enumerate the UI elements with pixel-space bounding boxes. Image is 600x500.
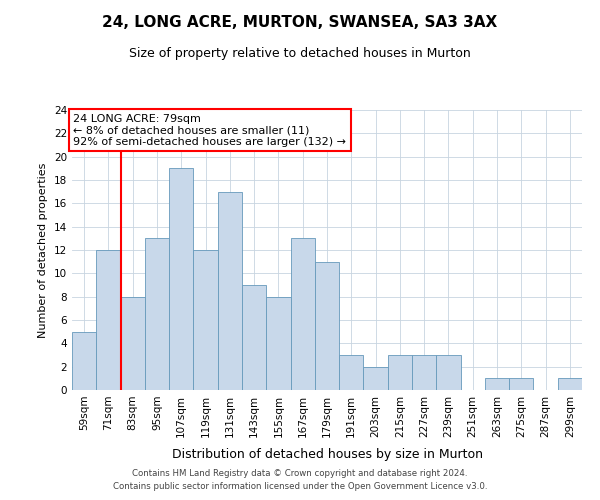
Bar: [266, 296, 290, 390]
Text: Contains public sector information licensed under the Open Government Licence v3: Contains public sector information licen…: [113, 482, 487, 491]
Bar: [364, 366, 388, 390]
Text: 24, LONG ACRE, MURTON, SWANSEA, SA3 3AX: 24, LONG ACRE, MURTON, SWANSEA, SA3 3AX: [103, 15, 497, 30]
Bar: [290, 238, 315, 390]
Bar: [169, 168, 193, 390]
Text: Contains HM Land Registry data © Crown copyright and database right 2024.: Contains HM Land Registry data © Crown c…: [132, 468, 468, 477]
Bar: [72, 332, 96, 390]
Bar: [339, 355, 364, 390]
Bar: [193, 250, 218, 390]
X-axis label: Distribution of detached houses by size in Murton: Distribution of detached houses by size …: [172, 448, 482, 461]
Y-axis label: Number of detached properties: Number of detached properties: [38, 162, 49, 338]
Bar: [436, 355, 461, 390]
Bar: [145, 238, 169, 390]
Bar: [509, 378, 533, 390]
Bar: [218, 192, 242, 390]
Bar: [388, 355, 412, 390]
Bar: [315, 262, 339, 390]
Bar: [96, 250, 121, 390]
Bar: [412, 355, 436, 390]
Bar: [558, 378, 582, 390]
Text: Size of property relative to detached houses in Murton: Size of property relative to detached ho…: [129, 48, 471, 60]
Bar: [485, 378, 509, 390]
Bar: [121, 296, 145, 390]
Bar: [242, 285, 266, 390]
Text: 24 LONG ACRE: 79sqm
← 8% of detached houses are smaller (11)
92% of semi-detache: 24 LONG ACRE: 79sqm ← 8% of detached hou…: [73, 114, 346, 146]
